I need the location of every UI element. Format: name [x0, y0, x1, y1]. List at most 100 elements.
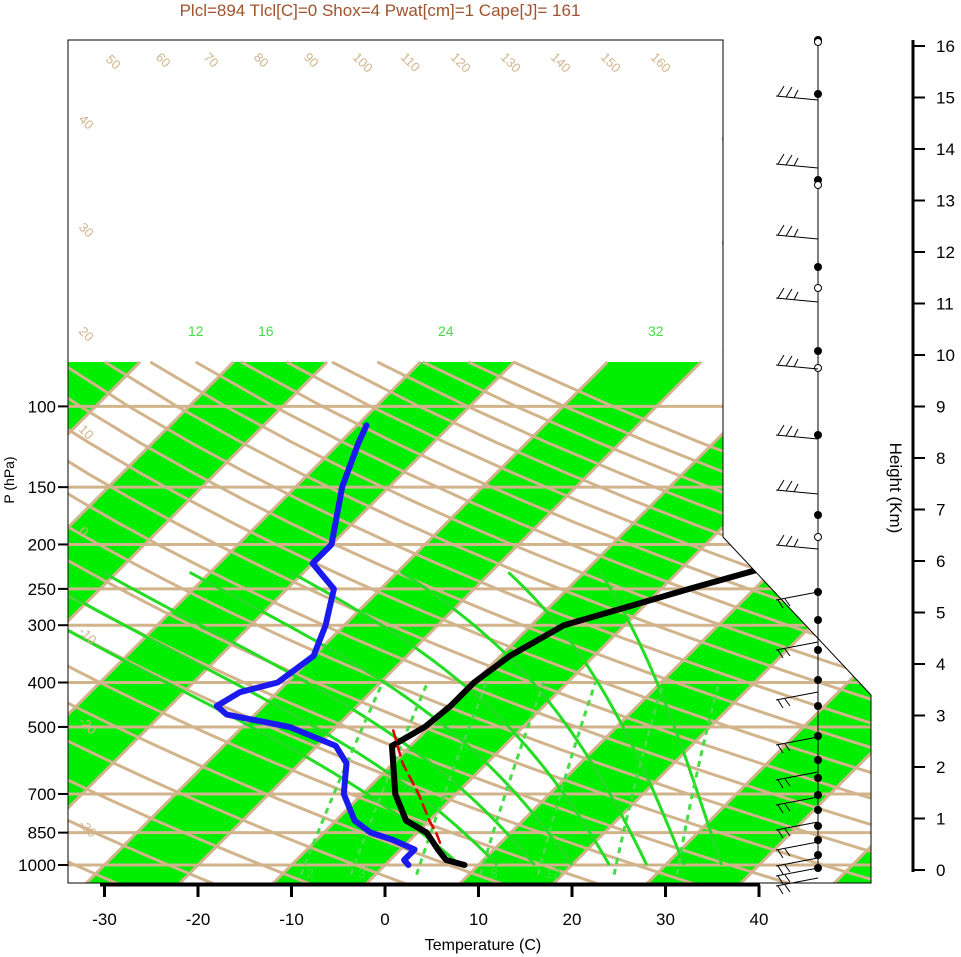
- moist-adiabat-line: [102, 570, 536, 866]
- wind-barb: [775, 287, 819, 303]
- wind-level-marker: [814, 284, 822, 292]
- temperature-band: [833, 362, 871, 883]
- wind-level-marker: [814, 431, 822, 439]
- wind-barb-shape: [775, 354, 819, 370]
- temperature-tick-label: 10: [469, 910, 488, 929]
- wind-level-marker: [814, 646, 822, 654]
- wind-barb-shape: [775, 85, 819, 101]
- isotherm-label: 100: [350, 50, 376, 76]
- dry-adiabat-line: [68, 361, 119, 883]
- pressure-tick-label: 1000: [18, 856, 56, 875]
- moist-adiabat-line: [400, 571, 649, 866]
- wind-level-marker: [814, 533, 822, 541]
- height-tick-label: 1: [936, 810, 945, 829]
- temperature-axis: -30 -20 -10 0 10 20 30 40: [92, 883, 769, 929]
- wind-barb-shape: [775, 479, 819, 495]
- wind-barb: [775, 424, 819, 440]
- temperature-band: [85, 362, 701, 883]
- dry-adiabat-line: [149, 360, 871, 883]
- dry-adiabat-line: [68, 360, 871, 883]
- moist-adiabat-line: [598, 571, 724, 866]
- mixing-ratio-line: [536, 682, 597, 876]
- parcel-trace: [390, 725, 442, 844]
- isotherm-label: 20: [717, 228, 744, 255]
- wind-barb: [775, 821, 819, 839]
- chart-title: Plcl=894 Tlcl[C]=0 Shox=4 Pwat[cm]=1 Cap…: [180, 1, 581, 20]
- wind-barb-shape: [775, 736, 819, 754]
- height-axis-label: Height (Km): [886, 443, 905, 534]
- wind-barb: [775, 857, 819, 875]
- mixing-ratio-line: [478, 681, 546, 876]
- mixing-ratio-lines: [299, 681, 721, 876]
- wind-level-marker: [814, 38, 822, 46]
- dry-adiabat-line: [68, 360, 599, 883]
- temperature-tick-label: 30: [656, 910, 675, 929]
- dry-adiabat-line: [68, 360, 871, 883]
- wind-barb-shape: [775, 424, 819, 440]
- isotherm-label: 80: [251, 50, 272, 71]
- height-tick-label: 15: [936, 89, 955, 108]
- wind-level-marker: [814, 732, 822, 740]
- wind-level-marker: [814, 347, 822, 355]
- pressure-tick-label: 250: [28, 580, 56, 599]
- pressure-tick-label: 700: [28, 785, 56, 804]
- dry-adiabat-line: [68, 360, 871, 883]
- mixing-ratio-label: 3: [358, 865, 366, 881]
- isotherm-label: 120: [448, 50, 474, 76]
- wind-level-marker: [814, 181, 822, 189]
- wind-level-marker: [814, 702, 822, 710]
- mixing-ratio-label: 32: [648, 323, 664, 339]
- wind-barb-shape: [775, 287, 819, 303]
- isotherm-label: 160: [648, 50, 674, 76]
- moist-adiabat-lines: [68, 570, 724, 867]
- wind-barb: [775, 479, 819, 495]
- isotherm-label: 10: [717, 336, 744, 363]
- height-tick-label: 9: [936, 398, 945, 417]
- height-tick-label: 14: [936, 140, 955, 159]
- wind-barb: [775, 867, 819, 885]
- dry-adiabat-line: [0, 362, 22, 884]
- wind-barb-shape: [775, 821, 819, 839]
- wind-barb-shape: [775, 857, 819, 875]
- wind-barb-column: [775, 36, 822, 895]
- pressure-tick-label: 100: [28, 397, 56, 416]
- moist-adiabat-line: [188, 570, 574, 866]
- isotherm-label: 60: [153, 50, 174, 71]
- wind-barb-shape: [775, 153, 819, 169]
- isotherm-label: 70: [201, 50, 222, 71]
- sounding-traces: [213, 422, 871, 868]
- wind-barb: [775, 841, 819, 859]
- isotherm-label: -30: [76, 817, 100, 841]
- wind-barb-shape: [775, 641, 819, 659]
- mixing-ratio-line: [675, 682, 721, 875]
- height-tick-label: 16: [936, 37, 955, 56]
- isotherm-line: [738, 360, 871, 883]
- height-tick-label: 6: [936, 552, 945, 571]
- wind-barb-shape: [775, 796, 819, 814]
- pressure-tick-label: 850: [28, 824, 56, 843]
- wind-barb-shape: [775, 771, 819, 789]
- mixing-ratio-line: [349, 681, 429, 876]
- wind-barb-shape: [775, 534, 819, 550]
- isotherm-label: 110: [398, 50, 423, 75]
- isotherm-label: 90: [301, 50, 322, 71]
- temperature-band: [459, 362, 871, 883]
- pressure-axis-label: P (hPa): [1, 456, 17, 503]
- dry-adiabat-line: [68, 360, 871, 883]
- plot-frame: [67, 39, 872, 884]
- wind-barb-shape: [775, 591, 819, 609]
- height-tick-label: 4: [936, 655, 945, 674]
- isotherm-line: [68, 360, 329, 883]
- wind-barb: [775, 85, 819, 101]
- isotherm-label: 20: [76, 324, 97, 345]
- dry-adiabat-line: [68, 360, 871, 883]
- wind-barb: [775, 354, 819, 370]
- wind-barb: [775, 591, 819, 609]
- dry-adiabat-line: [104, 360, 871, 883]
- wind-level-marker: [814, 676, 822, 684]
- temperature-tick-label: 40: [750, 910, 769, 929]
- dry-adiabat-line: [68, 361, 311, 883]
- height-tick-label: 12: [936, 243, 955, 262]
- mixing-ratio-label: 8: [490, 865, 498, 881]
